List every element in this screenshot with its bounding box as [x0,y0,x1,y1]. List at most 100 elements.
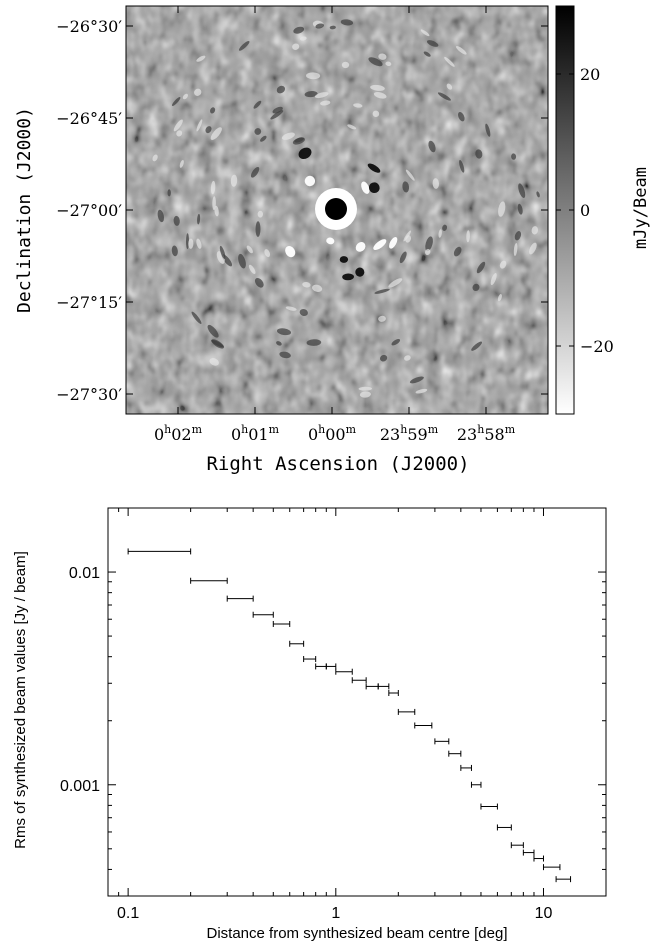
heatmap-lobe [248,264,256,275]
rms-point [226,595,254,602]
heatmap-lobe [298,147,312,160]
heatmap-lobe [455,46,467,55]
heatmap-lobe [485,123,491,137]
heatmap-lobe [341,61,350,69]
heatmap-lobe [373,239,387,251]
heatmap-y-axis-label: Declination (J2000) [14,107,35,313]
heatmap-lobe [197,213,201,225]
heatmap-lobe [281,132,295,140]
rms-point [388,690,399,697]
heatmap-lobe [238,41,250,51]
rms-x-tick-label: 0.1 [117,905,139,922]
heatmap-lobe [490,272,497,286]
heatmap-lobe [368,57,383,67]
heatmap-lobe [179,159,184,168]
rms-point [190,577,228,584]
heatmap-lobe [453,246,462,257]
heatmap-lobe [188,238,194,249]
heatmap-lobe [238,253,246,269]
heatmap-lobe [372,110,380,118]
heatmap-lobe [257,210,264,218]
heatmap-lobe [339,256,349,263]
colorbar-tick-label: 20 [580,65,600,84]
heatmap-lobe [472,283,480,292]
heatmap-lobe [152,154,158,162]
rms-point [127,548,192,555]
heatmap-lobe [513,243,518,256]
heatmap-lobes [152,19,540,398]
rms-point [542,864,561,871]
rms-y-ticks: 0.01 0.001 [60,507,606,897]
rms-plot-frame [107,507,607,897]
heatmap-lobe [476,261,486,274]
heatmap-lobe [182,93,188,100]
heatmap-lobe [185,233,190,250]
heatmap-lobe [444,56,455,67]
heatmap-lobe [405,235,412,243]
heatmap-y-tick-label: −26°30′ [56,17,122,36]
heatmap-lobe [361,181,370,194]
heatmap-lobe [214,205,219,217]
heatmap-lobe [388,278,403,288]
heatmap-lobe [157,209,165,223]
heatmap-lobe [458,112,465,122]
heatmap-lobe [272,106,283,114]
heatmap-x-tick-label: 0h02m [154,423,203,444]
rms-point [510,842,524,849]
heatmap-lobe [402,181,410,193]
rms-point [377,683,390,690]
heatmap-lobe [355,267,365,277]
heatmap-lobe [167,189,171,197]
heatmap-lobe [250,166,260,178]
heatmap-lobe [437,92,451,101]
heatmap-y-tick-label: −26°45′ [56,109,122,128]
heatmap-lobe [176,130,183,137]
heatmap-x-tick-label: 23h58m [457,423,516,444]
heatmap-lobe [459,159,465,173]
heatmap-lobe [446,83,453,90]
heatmap-y-ticks: −26°30′ −26°45′ −27°00′ −27°15′ −27°30′ [56,17,548,404]
heatmap-lobe [329,25,336,30]
rms-point [351,677,367,684]
heatmap-lobe [194,88,202,96]
heatmap-lobe [320,100,331,106]
heatmap-lobe [255,221,261,237]
rms-point [448,750,462,757]
heatmap-lobe [359,391,371,398]
heatmap-lobe [438,229,442,238]
heatmap-lobe [219,245,226,260]
rms-point [480,803,498,810]
colorbar-label: mJy/Beam [631,167,651,249]
heatmap-lobe [409,376,424,384]
rms-y-axis-label: Rms of synthesized beam values [Jy / bea… [12,551,29,849]
heatmap-lobe [293,26,305,34]
rms-point [289,640,305,647]
heatmap-lobe [415,388,428,394]
rms-x-tick-label: 10 [535,905,553,922]
heatmap-lobe [378,315,386,322]
rms-point [496,824,512,831]
heatmap-y-tick-label: −27°30′ [56,385,122,404]
heatmap-y-tick-label: −27°15′ [56,293,122,312]
heatmap-lobe [529,242,537,255]
heatmap-lobe [173,119,183,132]
heatmap-lobe [370,84,385,91]
heatmap-lobe [378,53,387,60]
rms-x-axis-label: Distance from synthesized beam centre [d… [207,925,508,942]
heatmap-lobe [210,127,222,140]
heatmap-lobe [517,203,523,215]
heatmap-lobe [230,174,238,187]
rms-point [252,611,274,618]
rms-point [272,620,291,627]
heatmap-lobe [367,163,381,173]
heatmap-lobe [171,245,178,257]
heatmap-lobe [254,277,264,288]
rms-y-tick-label: 0.01 [69,565,100,582]
heatmap-lobe [285,306,297,311]
heatmap-lobe [311,284,323,292]
heatmap-lobe [471,341,482,351]
heatmap-lobe [475,149,483,159]
heatmap-lobe [518,183,526,198]
heatmap-lobe [264,249,271,258]
